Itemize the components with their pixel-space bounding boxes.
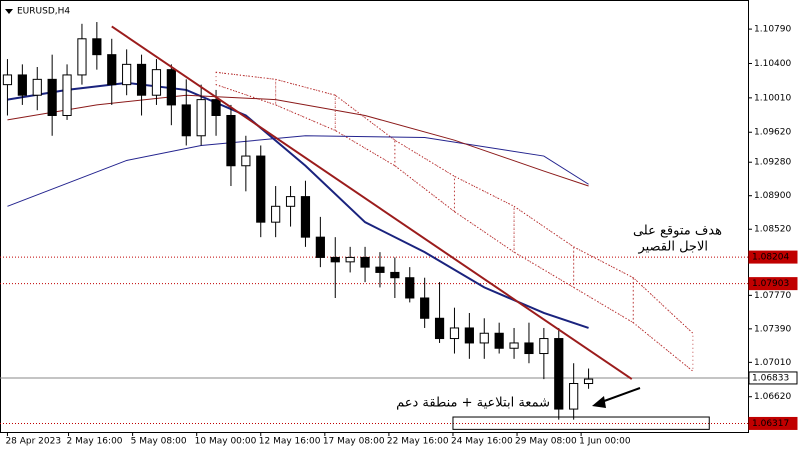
candle-body — [390, 271, 400, 279]
cloud-segment — [275, 78, 336, 132]
candle-body — [62, 74, 72, 116]
candle-body — [211, 99, 221, 116]
candle-body — [539, 338, 549, 355]
level-tag — [748, 416, 798, 430]
candle-body — [345, 256, 355, 263]
candle-body — [360, 256, 370, 268]
level-label: 1.08204 — [752, 253, 789, 263]
x-tick-label: 29 May 08:00 — [515, 437, 577, 447]
candle-body — [420, 297, 430, 319]
candle-body — [583, 378, 594, 385]
candle-body — [494, 332, 504, 349]
moving-average — [7, 81, 589, 329]
candle-body — [449, 327, 460, 340]
candle-body — [2, 74, 13, 86]
candle-body — [241, 155, 251, 167]
level-tag — [748, 250, 798, 264]
y-tick-label: 1.09620 — [754, 128, 791, 138]
candle-body — [315, 236, 325, 258]
candle-body — [554, 338, 564, 410]
candle-body — [464, 327, 474, 344]
candle-body — [271, 205, 281, 223]
level-label: 1.06317 — [752, 419, 789, 429]
candle-body — [17, 74, 27, 96]
cloud-edge — [215, 84, 694, 372]
y-tick-label: 1.06620 — [754, 392, 791, 402]
y-tick-label: 1.09280 — [754, 158, 791, 168]
candle-body — [434, 317, 445, 340]
x-tick-label: 24 May 16:00 — [451, 437, 513, 447]
symbol-label: EURUSD,H4 — [17, 7, 70, 17]
y-tick-label: 1.07010 — [754, 358, 791, 368]
candle-body — [77, 38, 87, 76]
cloud-segment — [394, 139, 455, 213]
level-tag — [748, 371, 798, 385]
y-tick-label: 1.10790 — [754, 25, 791, 35]
menu-triangle — [5, 9, 13, 14]
cloud-segment — [573, 246, 634, 324]
candle-body — [375, 266, 385, 273]
x-tick-label: 10 May 00:00 — [195, 437, 257, 447]
candle-body — [330, 256, 340, 263]
candle-body — [479, 332, 489, 344]
candle-body — [569, 383, 579, 410]
candle-body — [32, 78, 42, 96]
candle-body — [122, 63, 132, 86]
y-tick-label: 1.08900 — [754, 191, 791, 201]
y-tick-label: 1.07390 — [754, 324, 791, 334]
cloud-segment — [453, 175, 515, 254]
support-zone — [452, 416, 710, 430]
candle-body — [151, 69, 162, 96]
candle-body — [92, 38, 102, 56]
y-tick-label: 1.10400 — [754, 59, 791, 69]
trendline — [111, 25, 633, 380]
level-tag — [748, 277, 798, 291]
cloud-segment — [334, 94, 396, 167]
arrow-head — [592, 396, 606, 408]
candle-body — [226, 114, 236, 167]
candle-body — [136, 63, 147, 96]
x-tick-label: 5 May 08:00 — [131, 437, 187, 447]
cloud-segment — [513, 205, 575, 289]
level-label: 1.06833 — [752, 373, 789, 383]
annotation: الاجل القصير — [637, 240, 708, 255]
cloud-segment — [215, 71, 277, 106]
candle-body — [166, 69, 176, 106]
candle-body — [300, 196, 311, 238]
candle-body — [47, 78, 57, 116]
annotation: هدف متوقع على — [633, 224, 722, 239]
level-label: 1.07903 — [752, 279, 789, 289]
y-tick-label: 1.10010 — [754, 93, 791, 103]
candle-body — [524, 342, 534, 355]
x-tick-label: 12 May 16:00 — [259, 437, 321, 447]
candle-body — [405, 277, 415, 299]
x-tick-label: 2 May 16:00 — [67, 437, 123, 447]
candle-body — [509, 342, 519, 349]
candle-body — [256, 155, 266, 223]
candle-body — [107, 54, 117, 86]
annotation: شمعة ابتلاعية + منطقة دعم — [396, 396, 550, 411]
candle-body — [285, 196, 296, 207]
candle-body — [196, 99, 206, 137]
x-tick-label: 22 May 16:00 — [387, 437, 449, 447]
x-tick-label: 1 Jun 00:00 — [579, 437, 631, 447]
x-tick-label: 28 Apr 2023 — [5, 437, 61, 447]
candle-body — [181, 104, 191, 137]
y-tick-label: 1.07770 — [754, 291, 791, 301]
x-tick-label: 17 May 08:00 — [323, 437, 385, 447]
moving-average — [7, 135, 589, 207]
y-tick-label: 1.08520 — [754, 225, 791, 235]
plot-frame — [0, 0, 749, 433]
